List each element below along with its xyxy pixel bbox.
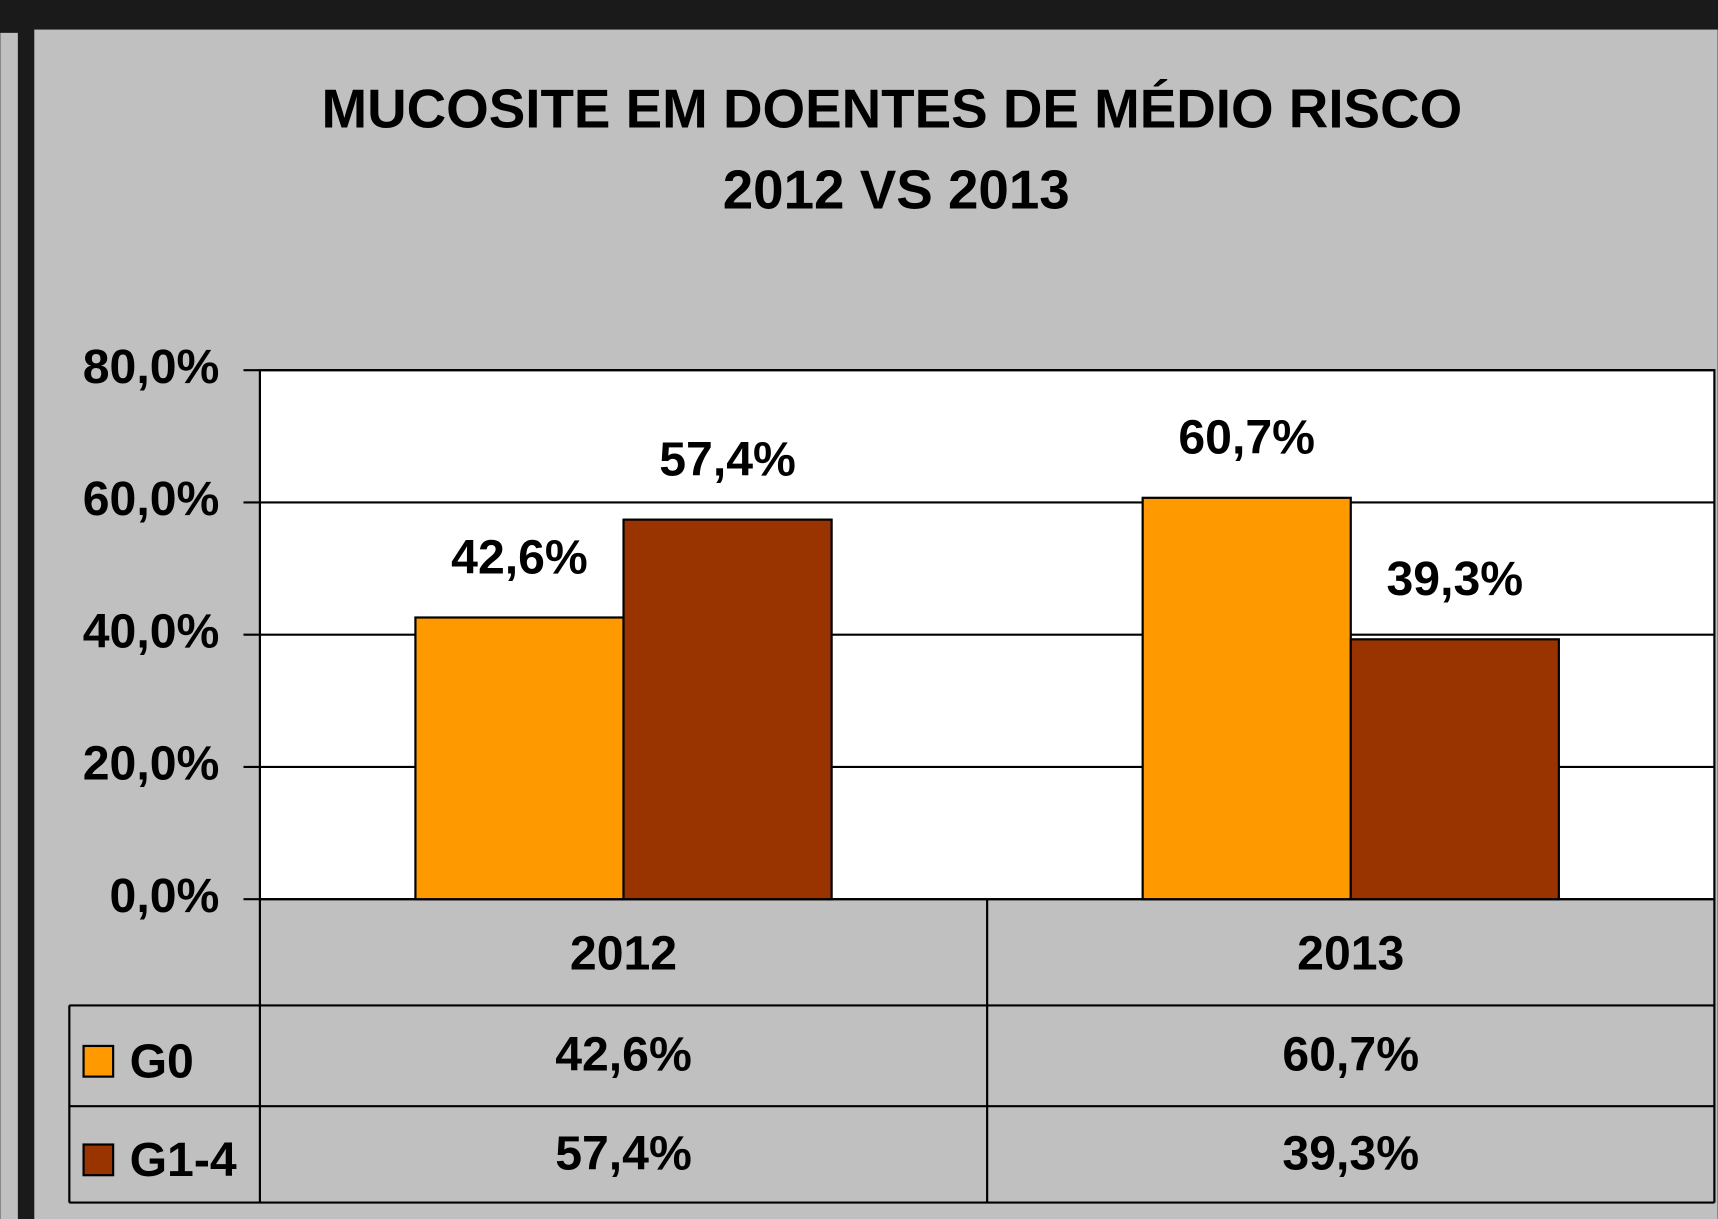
legend-key xyxy=(82,1143,115,1177)
chart-title: MUCOSITE EM DOENTES DE MÉDIO RISCO xyxy=(321,77,1462,139)
y-tick-label: 80,0% xyxy=(83,340,220,394)
y-tick-label: 40,0% xyxy=(83,604,220,658)
value-label: 39,3% xyxy=(1386,552,1523,606)
y-tick-label: 20,0% xyxy=(83,737,220,791)
legend-label: G0 xyxy=(130,1034,194,1088)
bar xyxy=(622,518,833,901)
value-label: 60,7% xyxy=(1178,411,1315,465)
y-tick-label: 60,0% xyxy=(83,472,220,526)
x-tick-label: 2013 xyxy=(1297,926,1404,980)
table-cell: 42,6% xyxy=(555,1028,692,1082)
table-cell: 60,7% xyxy=(1282,1028,1419,1082)
table-cell: 39,3% xyxy=(1282,1126,1419,1180)
table-cell: 57,4% xyxy=(555,1126,692,1180)
bar xyxy=(1141,496,1352,901)
chart-subtitle: 2012 VS 2013 xyxy=(723,158,1070,220)
x-tick-label: 2012 xyxy=(570,926,677,980)
bar xyxy=(1349,638,1560,901)
side-panel xyxy=(0,32,18,1219)
y-tick-label: 0,0% xyxy=(110,869,220,923)
legend-label: G1-4 xyxy=(130,1133,237,1187)
legend-key xyxy=(82,1044,115,1078)
bar xyxy=(414,616,625,901)
value-label: 42,6% xyxy=(451,530,588,584)
value-label: 57,4% xyxy=(659,432,796,486)
